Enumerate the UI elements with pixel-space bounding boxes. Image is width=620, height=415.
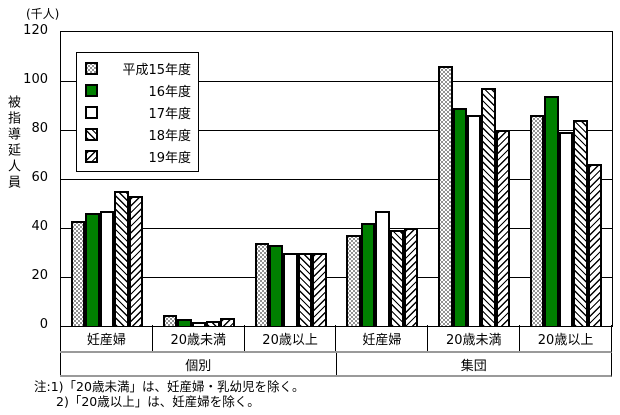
group-label: 集団 — [335, 353, 612, 375]
bar-平成15年度-20歳未満 — [438, 66, 453, 326]
footnotes: 注:1)「20歳未満」は、妊産婦・乳幼児を除く。 2)「20歳以上」は、妊産婦を… — [34, 379, 304, 409]
y-tick-label: 0 — [39, 317, 48, 332]
bar-19年度-妊産婦 — [128, 196, 143, 326]
bar-17年度-20歳以上 — [283, 252, 298, 326]
footnote-2: 2)「20歳以上」は、妊産婦を除く。 — [56, 394, 260, 409]
bar-平成15年度-20歳以上 — [254, 242, 269, 326]
legend: 平成15年度 16年度 17年度 18年度 19年度 — [76, 52, 199, 172]
bar-17年度-妊産婦 — [375, 210, 390, 326]
legend-label: 16年度 — [148, 85, 191, 100]
group-label: 個別 — [60, 353, 336, 375]
footnote-1: 注:1)「20歳未満」は、妊産婦・乳幼児を除く。 — [34, 379, 305, 394]
category-label: 20歳未満 — [151, 325, 244, 351]
bar-平成15年度-20歳以上 — [530, 115, 545, 326]
legend-label: 平成15年度 — [122, 63, 191, 78]
y-tick-label: 60 — [31, 170, 48, 185]
category-label: 妊産婦 — [60, 325, 152, 351]
bar-17年度-20歳未満 — [191, 321, 206, 326]
bar-16年度-妊産婦 — [360, 223, 376, 326]
legend-label: 19年度 — [148, 151, 191, 166]
bar-平成15年度-20歳未満 — [162, 314, 178, 326]
bar-17年度-20歳未満 — [467, 115, 482, 326]
group-row: 個別 集団 — [60, 353, 612, 377]
bar-19年度-20歳以上 — [312, 252, 327, 326]
legend-swatch-backslash — [85, 128, 98, 141]
legend-label: 17年度 — [148, 107, 191, 122]
bar-平成15年度-妊産婦 — [70, 220, 86, 326]
y-tick-label: 80 — [31, 121, 48, 136]
category-label: 妊産婦 — [335, 325, 427, 351]
bar-18年度-20歳未満 — [481, 88, 496, 326]
bar-16年度-20歳未満 — [177, 319, 192, 326]
legend-item: 平成15年度 — [85, 60, 191, 78]
bar-18年度-20歳未満 — [205, 320, 221, 326]
bar-19年度-20歳未満 — [220, 318, 235, 326]
legend-swatch-white — [85, 106, 98, 119]
bar-19年度-妊産婦 — [404, 228, 419, 326]
gridline — [61, 130, 612, 131]
bar-17年度-妊産婦 — [99, 210, 115, 326]
plot-area: 平成15年度 16年度 17年度 18年度 19年度 — [60, 31, 613, 327]
y-tick-label: 40 — [31, 219, 48, 234]
bar-19年度-20歳未満 — [495, 130, 511, 326]
legend-item: 17年度 — [85, 104, 191, 122]
legend-swatch-green — [85, 84, 98, 97]
y-tick-label: 100 — [23, 72, 48, 87]
category-label: 20歳以上 — [243, 325, 336, 351]
bar-16年度-妊産婦 — [85, 213, 100, 326]
bar-16年度-20歳未満 — [452, 107, 468, 326]
legend-item: 19年度 — [85, 148, 191, 166]
legend-swatch-slash — [85, 150, 98, 163]
gridline — [61, 179, 612, 180]
gridline — [61, 228, 612, 229]
y-tick-label: 20 — [31, 268, 48, 283]
bar-18年度-20歳以上 — [297, 252, 313, 326]
bar-17年度-20歳以上 — [558, 132, 574, 326]
category-label: 20歳未満 — [427, 325, 519, 351]
category-row: 妊産婦 20歳未満 20歳以上 妊産婦 20歳未満 20歳以上 — [60, 325, 612, 353]
legend-swatch-dots — [85, 62, 98, 75]
bar-16年度-20歳以上 — [544, 95, 559, 326]
gridline — [61, 277, 612, 278]
gridline — [61, 81, 612, 82]
legend-label: 18年度 — [148, 129, 191, 144]
y-axis-unit-label: (千人) — [26, 7, 60, 21]
legend-item: 18年度 — [85, 126, 191, 144]
y-axis-title: 被指導延人員 — [5, 95, 20, 191]
bar-18年度-妊産婦 — [389, 230, 404, 326]
category-label: 20歳以上 — [519, 325, 611, 351]
y-tick-label: 120 — [23, 23, 48, 38]
bar-18年度-20歳以上 — [573, 120, 588, 326]
bar-18年度-妊産婦 — [114, 191, 129, 326]
bar-平成15年度-妊産婦 — [346, 235, 361, 326]
bar-16年度-20歳以上 — [268, 245, 284, 326]
bar-19年度-20歳以上 — [587, 164, 603, 326]
legend-item: 16年度 — [85, 82, 191, 100]
